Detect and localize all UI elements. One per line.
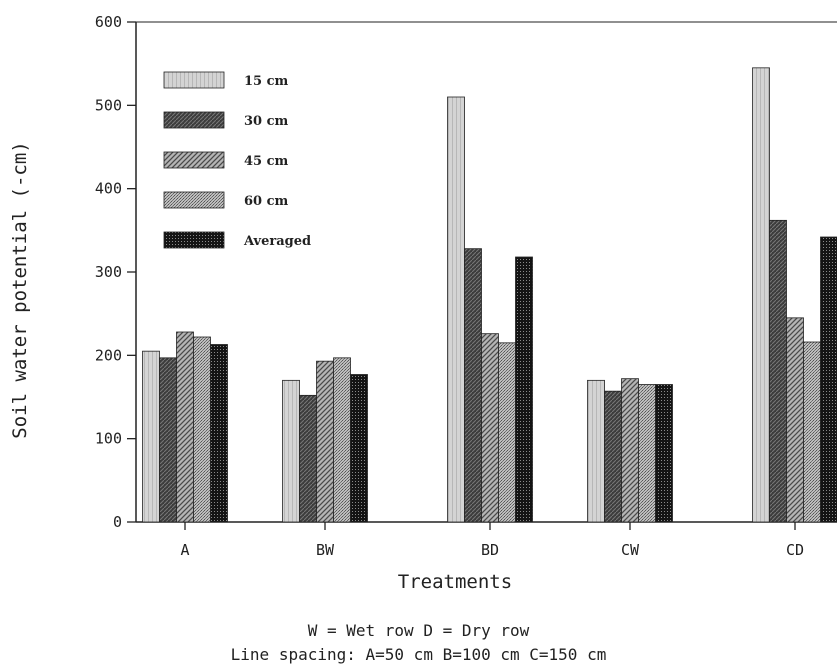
- y-axis-title: Soil water potential (-cm): [9, 141, 31, 438]
- bar-a-1: [142, 350, 160, 523]
- bar-a-3: [176, 331, 194, 523]
- bar-cd-3: [786, 317, 804, 523]
- x-tick-label: BW: [316, 541, 335, 559]
- legend-label: 45 cm: [244, 154, 289, 169]
- bar-cw-2: [604, 390, 622, 523]
- bar-bd-4: [498, 342, 516, 523]
- bar-bw-1: [282, 379, 300, 523]
- bar-cw-3: [621, 378, 639, 523]
- x-tick-label: BD: [481, 541, 499, 559]
- bar-cd-5: [820, 236, 837, 523]
- legend-label: 60 cm: [244, 194, 289, 209]
- y-tick-label: 400: [95, 180, 122, 198]
- bar-cd-2: [769, 219, 787, 523]
- legend-swatch: [163, 231, 225, 249]
- bar-a-2: [159, 357, 177, 523]
- bar-a-4: [193, 336, 211, 523]
- bar-cw-1: [587, 379, 605, 523]
- legend-swatch: [163, 71, 225, 89]
- legend-swatch: [163, 111, 225, 129]
- bar-bw-3: [316, 360, 334, 523]
- bar-cw-4: [638, 384, 656, 523]
- bar-cd-1: [752, 67, 770, 523]
- legend-swatch: [163, 151, 225, 169]
- y-tick-label: 0: [113, 513, 122, 531]
- x-tick-label: CD: [786, 541, 804, 559]
- bar-cw-5: [655, 384, 673, 523]
- legend-label: Averaged: [243, 234, 311, 249]
- y-tick-label: 200: [95, 346, 122, 364]
- bar-bw-4: [333, 357, 351, 523]
- bar-a-5: [210, 344, 228, 523]
- legend: 15 cm 30 cm 45 cm 60 cm Averaged: [163, 71, 311, 249]
- bar-cd-4: [803, 341, 821, 523]
- bar-bd-1: [447, 96, 465, 523]
- x-axis-title: Treatments: [398, 571, 512, 593]
- bar-bd-3: [481, 333, 499, 523]
- x-tick-label: A: [180, 541, 189, 559]
- legend-label: 30 cm: [244, 114, 289, 129]
- bar-bd-5: [515, 256, 533, 523]
- legend-label: 15 cm: [244, 74, 289, 89]
- y-tick-label: 100: [95, 430, 122, 448]
- footnote-line-spacing: Line spacing: A=50 cm B=100 cm C=150 cm: [230, 645, 607, 664]
- legend-swatch: [163, 191, 225, 209]
- y-tick-label: 500: [95, 96, 122, 114]
- x-tick-label: CW: [621, 541, 640, 559]
- bar-bw-2: [299, 394, 317, 523]
- footnote-row-abbreviations: W = Wet row D = Dry row: [307, 621, 530, 640]
- bar-bw-5: [350, 374, 368, 523]
- bar-bd-2: [464, 248, 482, 523]
- y-tick-label: 300: [95, 263, 122, 281]
- y-tick-label: 600: [95, 13, 122, 31]
